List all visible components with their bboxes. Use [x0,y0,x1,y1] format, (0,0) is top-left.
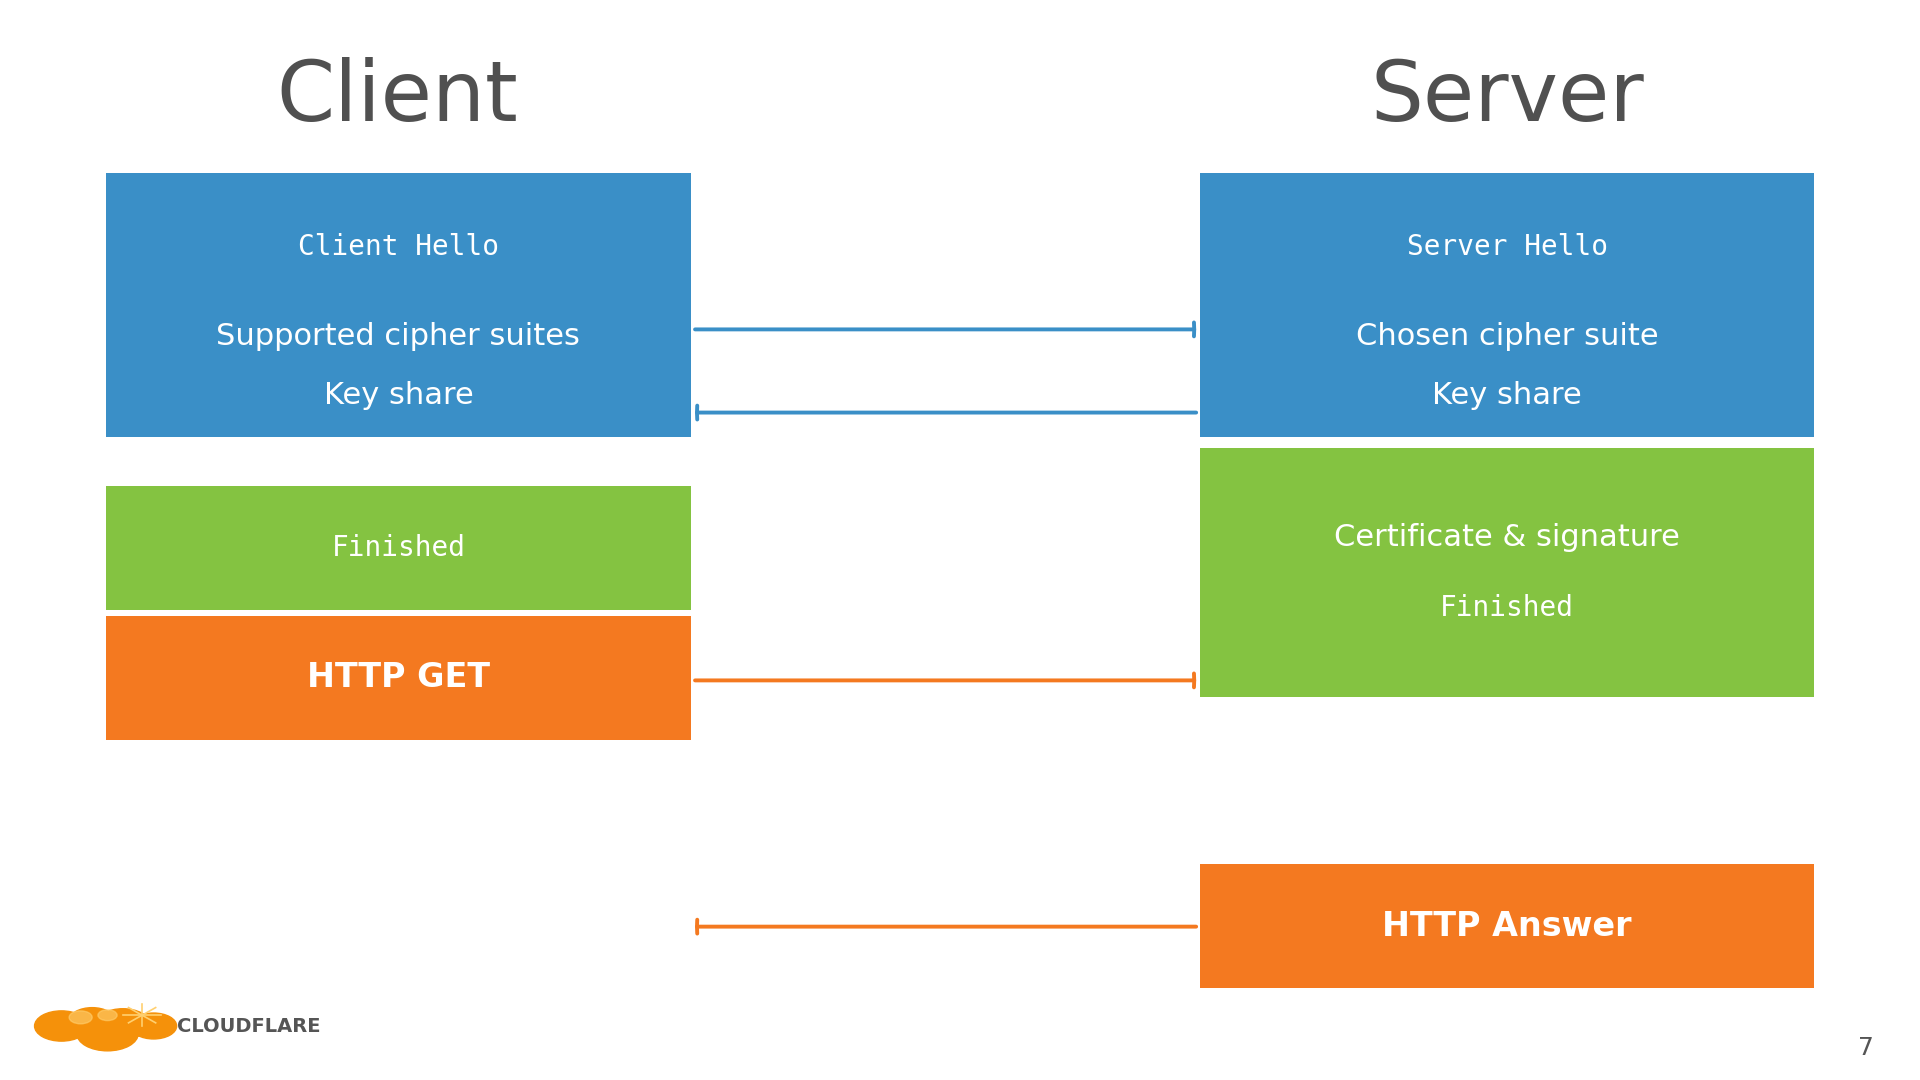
Text: Client: Client [276,56,518,137]
Text: HTTP GET: HTTP GET [307,661,490,694]
Circle shape [77,1016,138,1051]
Text: CLOUDFLARE: CLOUDFLARE [177,1016,321,1036]
FancyBboxPatch shape [1200,864,1814,988]
Circle shape [98,1010,117,1021]
Text: Supported cipher suites: Supported cipher suites [217,322,580,351]
Text: Client Hello: Client Hello [298,233,499,261]
Text: Chosen cipher suite: Chosen cipher suite [1356,322,1659,351]
Circle shape [96,1009,150,1039]
Text: Key share: Key share [324,380,472,409]
Text: Certificate & signature: Certificate & signature [1334,523,1680,552]
FancyBboxPatch shape [106,616,691,740]
Circle shape [69,1011,92,1024]
Text: 7: 7 [1859,1036,1874,1059]
FancyBboxPatch shape [1200,173,1814,437]
Text: Finished: Finished [332,535,465,562]
Circle shape [35,1011,88,1041]
Text: Finished: Finished [1440,594,1574,621]
Text: Server Hello: Server Hello [1407,233,1607,261]
Text: Key share: Key share [1432,380,1582,409]
Text: HTTP Answer: HTTP Answer [1382,909,1632,943]
FancyBboxPatch shape [1200,448,1814,697]
Text: Server: Server [1371,56,1644,137]
FancyBboxPatch shape [106,173,691,437]
Circle shape [69,1008,115,1034]
FancyBboxPatch shape [106,486,691,610]
Circle shape [131,1013,177,1039]
